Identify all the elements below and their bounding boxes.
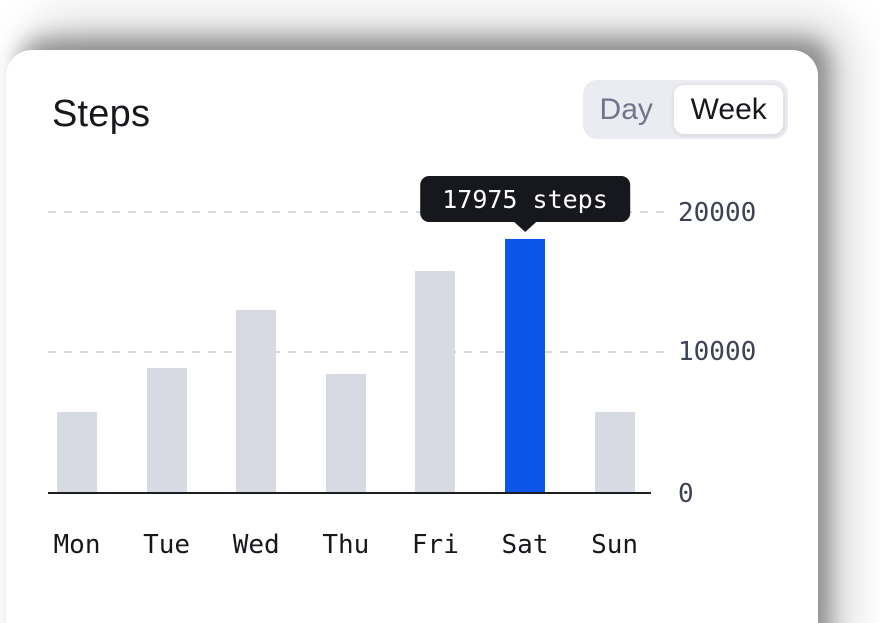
x-axis-label-tue: Tue <box>143 530 191 560</box>
page-title: Steps <box>52 93 151 135</box>
toggle-day-button[interactable]: Day <box>583 80 669 139</box>
range-toggle: Day Week <box>583 80 788 139</box>
x-axis-label-wed: Wed <box>232 530 280 560</box>
y-axis-label-0: 0 <box>678 479 694 509</box>
bar-sat[interactable] <box>505 239 545 493</box>
plot-area <box>48 211 651 494</box>
caret-down-icon <box>513 222 536 232</box>
x-axis-label-sun: Sun <box>591 530 639 560</box>
x-axis-line <box>48 492 651 494</box>
y-axis-label-10000: 10000 <box>678 337 757 367</box>
steps-card: Steps Day Week 20000 10000 0 17975 steps… <box>6 50 818 623</box>
steps-bar-chart: 20000 10000 0 17975 steps Mon Tue Wed Thu Fr… <box>48 176 793 623</box>
toggle-week-button[interactable]: Week <box>673 84 784 135</box>
y-axis-label-20000: 20000 <box>678 198 757 228</box>
x-axis-label-thu: Thu <box>322 530 370 560</box>
bar-thu[interactable] <box>325 374 366 493</box>
tooltip-label: 17975 steps <box>442 184 608 214</box>
x-axis-label-fri: Fri <box>411 530 459 560</box>
x-axis-label-sat: Sat <box>501 530 549 560</box>
bar-mon[interactable] <box>57 412 97 493</box>
gridline-20000 <box>48 211 664 213</box>
bar-sun[interactable] <box>594 412 635 493</box>
gridline-10000 <box>48 351 664 353</box>
steps-tooltip: 17975 steps <box>420 176 630 232</box>
bar-tue[interactable] <box>146 368 187 493</box>
x-axis-label-mon: Mon <box>53 530 101 560</box>
bar-wed[interactable] <box>236 310 277 493</box>
bar-fri[interactable] <box>415 271 456 493</box>
